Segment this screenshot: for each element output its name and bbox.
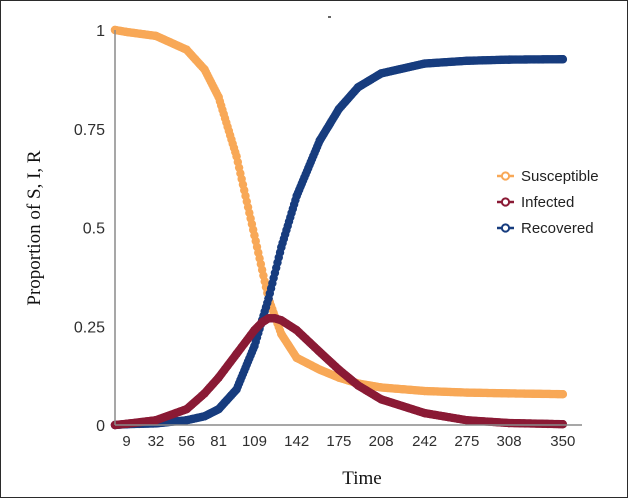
data-point <box>232 152 241 161</box>
data-point <box>420 386 429 396</box>
data-point <box>151 31 161 41</box>
data-point <box>110 25 120 35</box>
x-tick-label: 32 <box>148 433 165 450</box>
y-axis-label: Proportion of S, I, R <box>24 150 45 306</box>
x-tick-label: 9 <box>122 433 130 450</box>
x-tick-label: 242 <box>412 433 437 450</box>
data-point <box>232 349 241 359</box>
data-point <box>315 365 324 374</box>
data-point <box>420 408 429 418</box>
data-point <box>277 243 286 252</box>
legend-marker <box>500 197 511 207</box>
data-point <box>200 65 209 74</box>
data-point <box>376 395 386 404</box>
data-point <box>257 318 267 327</box>
data-point <box>462 388 472 397</box>
data-point <box>334 104 344 114</box>
x-tick-label: 81 <box>210 433 227 450</box>
x-tick-label: 109 <box>242 433 267 450</box>
x-tick-labels: 9 32 56 81 109 142 175 208 242 275 308 350 <box>122 433 575 450</box>
data-point <box>214 373 223 382</box>
data-point <box>504 389 514 398</box>
y-tick-label: 0.25 <box>74 319 105 336</box>
legend-label: Recovered <box>521 220 594 237</box>
legend: Susceptible Infected Recovered <box>497 168 599 237</box>
data-point <box>334 365 344 374</box>
data-point <box>214 92 223 102</box>
x-tick-label: 208 <box>369 433 394 450</box>
series-susceptible <box>110 25 568 399</box>
legend-item-infected: Infected <box>497 194 574 211</box>
legend-marker <box>500 223 511 233</box>
legend-item-recovered: Recovered <box>497 220 594 237</box>
series-infected <box>110 314 568 430</box>
data-point <box>264 294 273 303</box>
legend-label: Susceptible <box>521 168 599 185</box>
data-point <box>270 314 280 323</box>
legend-marker <box>500 171 511 181</box>
data-point <box>122 27 131 37</box>
y-tick-label: 1 <box>96 23 105 40</box>
data-point <box>277 329 286 339</box>
x-tick-label: 56 <box>178 433 195 450</box>
legend-item-susceptible: Susceptible <box>497 168 599 185</box>
data-point <box>214 405 223 414</box>
y-tick-label: 0 <box>96 418 105 435</box>
y-tick-label: 0.75 <box>74 122 105 139</box>
data-point <box>151 416 161 425</box>
data-point <box>462 56 472 66</box>
x-axis-label: Time <box>342 468 381 489</box>
data-point <box>200 412 209 421</box>
data-point <box>504 55 514 64</box>
data-point <box>292 353 301 363</box>
legend-label: Infected <box>521 194 574 211</box>
x-tick-label: 308 <box>497 433 522 450</box>
data-point <box>558 55 568 64</box>
data-point <box>462 416 472 425</box>
data-point <box>353 381 363 390</box>
data-point <box>182 45 191 54</box>
data-point <box>376 69 386 78</box>
y-tick-labels: 0 0.25 0.5 0.75 1 <box>74 23 105 435</box>
data-point <box>292 191 301 201</box>
data-point <box>250 326 259 335</box>
x-tick-label: 275 <box>454 433 479 450</box>
x-tick-label: 350 <box>550 433 575 450</box>
data-point <box>182 405 191 414</box>
data-point <box>315 347 324 357</box>
data-point <box>315 136 324 145</box>
data-point <box>558 420 568 429</box>
data-point <box>558 389 568 399</box>
data-point <box>250 231 259 240</box>
x-tick-label: 142 <box>284 433 309 450</box>
data-point <box>232 385 241 394</box>
data-point <box>122 419 131 429</box>
data-point <box>182 416 191 425</box>
data-point <box>353 83 363 92</box>
x-tick-label: 175 <box>326 433 351 450</box>
data-point <box>376 383 386 392</box>
data-point <box>420 59 429 68</box>
data-point <box>264 314 273 323</box>
data-point <box>277 316 286 325</box>
y-tick-label: 0.5 <box>83 221 105 238</box>
data-point <box>292 326 301 335</box>
data-point <box>250 341 259 351</box>
data-point <box>504 418 514 428</box>
data-point <box>200 389 209 398</box>
